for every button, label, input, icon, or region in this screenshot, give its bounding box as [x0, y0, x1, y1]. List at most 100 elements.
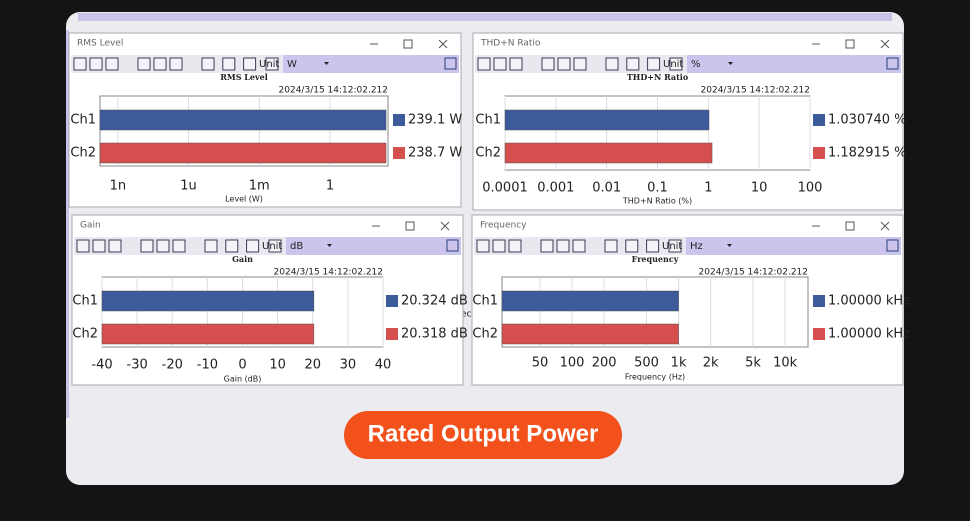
button[interactable]: [344, 411, 622, 459]
toolbar-right-icon[interactable]: [886, 57, 899, 70]
toolbar-icon[interactable]: [476, 239, 490, 253]
toolbar-icon[interactable]: [493, 57, 507, 71]
unit-value[interactable]: dB: [290, 241, 303, 252]
toolbar-icon[interactable]: [140, 239, 154, 253]
toolbar-icon[interactable]: [605, 57, 619, 71]
legend-swatch: [813, 147, 825, 159]
background-text: ect: [461, 310, 475, 320]
window-title: Gain: [80, 221, 101, 231]
close-button[interactable]: [440, 221, 450, 231]
close-button[interactable]: [880, 221, 890, 231]
button-label[interactable]: Rated Output Power: [368, 420, 599, 447]
unit-value[interactable]: %: [691, 59, 701, 70]
toolbar-icon[interactable]: [669, 57, 683, 71]
category-label: Ch2: [70, 146, 96, 161]
bar: [99, 142, 387, 164]
toolbar-icon[interactable]: [668, 239, 682, 253]
x-tick-label: 100: [798, 181, 823, 196]
toolbar-icon[interactable]: [137, 57, 151, 71]
category-label: Ch2: [472, 327, 498, 342]
toolbar-icon[interactable]: [225, 239, 239, 253]
x-tick-label: 0.0001: [482, 181, 528, 196]
toolbar-icon[interactable]: [625, 239, 639, 253]
chart-title: Gain: [232, 254, 253, 264]
toolbar-icon[interactable]: [626, 57, 640, 71]
toolbar-icon[interactable]: [108, 239, 122, 253]
maximize-button[interactable]: [403, 39, 413, 49]
toolbar-icon[interactable]: [604, 239, 618, 253]
toolbar-icon[interactable]: [646, 239, 660, 253]
toolbar-icon[interactable]: [540, 239, 554, 253]
toolbar-icon[interactable]: [556, 239, 570, 253]
maximize-button[interactable]: [845, 221, 855, 231]
x-tick-label: 10k: [773, 356, 798, 371]
left-strip: [66, 30, 69, 418]
timestamp: 2024/3/15 14:12:02.212: [279, 86, 388, 96]
toolbar-icon[interactable]: [492, 239, 506, 253]
value-label: 20.318 dB: [401, 327, 468, 342]
category-label: Ch1: [475, 113, 501, 128]
value-label: 239.1 W: [408, 113, 462, 128]
close-button[interactable]: [438, 39, 448, 49]
toolbar-icon[interactable]: [477, 57, 491, 71]
toolbar-right-icon[interactable]: [886, 239, 899, 252]
x-tick-label: 200: [592, 356, 617, 371]
bar: [501, 290, 679, 312]
chart-title: RMS Level: [220, 72, 268, 82]
legend-swatch: [386, 328, 398, 340]
toolbar-icon[interactable]: [509, 57, 523, 71]
unit-value[interactable]: W: [287, 59, 297, 70]
bar: [101, 290, 315, 312]
unit-dropdown[interactable]: [728, 62, 733, 65]
toolbar-right-icon[interactable]: [444, 57, 457, 70]
toolbar-icon[interactable]: [557, 57, 571, 71]
unit-label: Unit: [662, 241, 682, 252]
maximize-button[interactable]: [845, 39, 855, 49]
unit-dropdown[interactable]: [327, 244, 332, 247]
toolbar-icon[interactable]: [222, 57, 236, 71]
toolbar-icon[interactable]: [647, 57, 661, 71]
toolbar-icon[interactable]: [265, 57, 279, 71]
category-label: Ch2: [72, 327, 98, 342]
toolbar-icon[interactable]: [172, 239, 186, 253]
toolbar-icon[interactable]: [105, 57, 119, 71]
x-tick-label: 500: [634, 356, 659, 371]
close-button[interactable]: [880, 39, 890, 49]
toolbar-icon[interactable]: [201, 57, 215, 71]
toolbar-icon[interactable]: [541, 57, 555, 71]
bar: [101, 323, 315, 345]
toolbar-icon[interactable]: [572, 239, 586, 253]
x-tick-label: 0: [238, 358, 246, 373]
toolbar-icon[interactable]: [204, 239, 218, 253]
toolbar-icon[interactable]: [76, 239, 90, 253]
legend-swatch: [393, 147, 405, 159]
toolbar-icon[interactable]: [169, 57, 183, 71]
legend-swatch: [813, 295, 825, 307]
toolbar-icon[interactable]: [246, 239, 260, 253]
unit-label: Unit: [259, 59, 279, 70]
x-tick-label: 0.1: [647, 181, 668, 196]
toolbar-icon[interactable]: [573, 57, 587, 71]
legend-swatch: [813, 328, 825, 340]
toolbar-icon[interactable]: [243, 57, 257, 71]
unit-value[interactable]: Hz: [690, 241, 703, 252]
toolbar-icon[interactable]: [89, 57, 103, 71]
toolbar-icon[interactable]: [268, 239, 282, 253]
x-tick-label: 1: [326, 179, 334, 194]
unit-dropdown[interactable]: [324, 62, 329, 65]
unit-dropdown[interactable]: [727, 244, 732, 247]
toolbar-icon[interactable]: [153, 57, 167, 71]
maximize-button[interactable]: [405, 221, 415, 231]
top-strip: [78, 13, 892, 21]
toolbar-icon[interactable]: [508, 239, 522, 253]
category-label: Ch1: [472, 294, 498, 309]
toolbar-icon[interactable]: [73, 57, 87, 71]
toolbar-icon[interactable]: [156, 239, 170, 253]
x-tick-label: 1k: [671, 356, 687, 371]
toolbar-right-icon[interactable]: [446, 239, 459, 252]
x-tick-label: -20: [162, 358, 183, 373]
toolbar-icon[interactable]: [92, 239, 106, 253]
unit-label: Unit: [663, 59, 683, 70]
x-axis-label: THD+N Ratio (%): [622, 197, 692, 206]
